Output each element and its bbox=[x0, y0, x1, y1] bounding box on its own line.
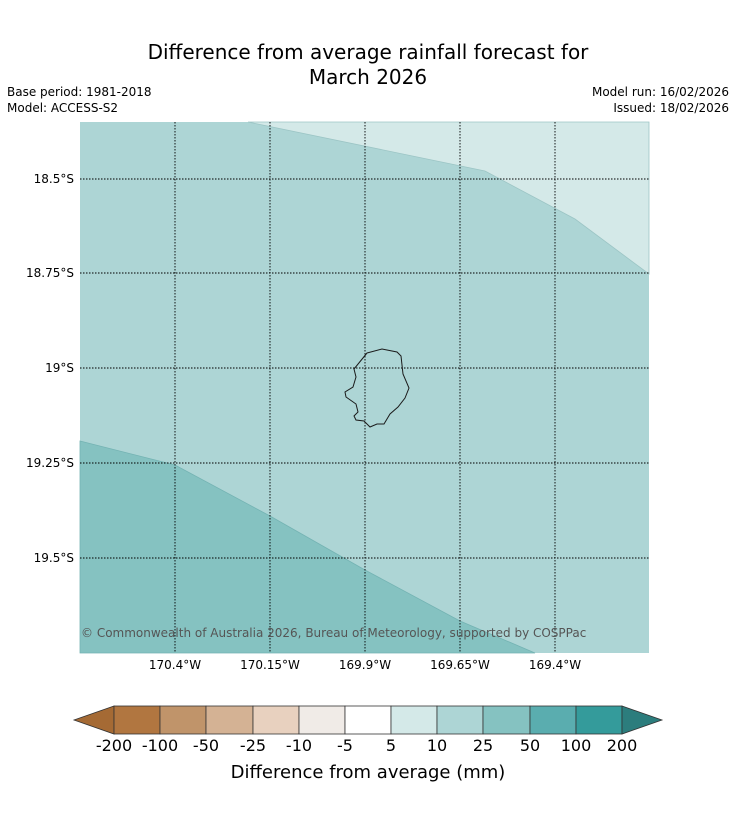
colorbar-tick-label: 10 bbox=[426, 736, 448, 755]
base-period-text: Base period: 1981-2018 bbox=[7, 85, 152, 99]
colorbar-tick-label: -10 bbox=[285, 736, 313, 755]
colorbar-swatch-3 bbox=[205, 705, 254, 735]
colorbar-swatch-5 bbox=[298, 705, 346, 735]
colorbar-tick-label: -50 bbox=[192, 736, 220, 755]
lat-label-18-75: 18.75°S bbox=[26, 266, 74, 280]
colorbar-tick-label: 100 bbox=[560, 736, 592, 755]
model-run-text: Model run: 16/02/2026 bbox=[591, 85, 729, 99]
chart-title-line2: March 2026 bbox=[308, 65, 428, 89]
meta-left: Base period: 1981-2018 Model: ACCESS-S2 bbox=[7, 84, 152, 116]
region-25-50mm bbox=[79, 440, 536, 654]
lon-label-170-15: 170.15°W bbox=[240, 658, 300, 672]
colorbar-swatch-7 bbox=[390, 705, 438, 735]
colorbar-tick-label: -200 bbox=[95, 736, 133, 755]
colorbar-label: Difference from average (mm) bbox=[230, 762, 506, 783]
island-coastline bbox=[344, 348, 410, 428]
colorbar bbox=[72, 705, 664, 735]
meta-right: Model run: 16/02/2026 Issued: 18/02/2026 bbox=[592, 84, 729, 116]
colorbar-tick-label: -100 bbox=[141, 736, 179, 755]
lat-label-18-5: 18.5°S bbox=[33, 172, 74, 186]
lat-label-19-5: 19.5°S bbox=[33, 551, 74, 565]
lon-label-169-65: 169.65°W bbox=[430, 658, 490, 672]
colorbar-swatch-6 bbox=[344, 705, 392, 735]
lat-label-19-25: 19.25°S bbox=[26, 456, 74, 470]
colorbar-extend-low bbox=[72, 705, 115, 735]
lon-label-170-4: 170.4°W bbox=[148, 658, 202, 672]
colorbar-tick-label: 25 bbox=[472, 736, 494, 755]
colorbar-swatch-1 bbox=[113, 705, 161, 735]
colorbar-swatch-2 bbox=[159, 705, 207, 735]
colorbar-tick-label: -25 bbox=[239, 736, 267, 755]
copyright-notice: © Commonwealth of Australia 2026, Bureau… bbox=[81, 626, 587, 640]
gridlines bbox=[80, 122, 649, 653]
chart-title-line1: Difference from average rainfall forecas… bbox=[147, 40, 589, 64]
colorbar-swatch-4 bbox=[252, 705, 300, 735]
lat-label-19: 19°S bbox=[45, 361, 74, 375]
lon-label-169-9: 169.9°W bbox=[338, 658, 392, 672]
colorbar-tick-label: -5 bbox=[337, 736, 353, 755]
colorbar-swatch-9 bbox=[482, 705, 531, 735]
model-text: Model: ACCESS-S2 bbox=[7, 101, 119, 115]
colorbar-swatch-8 bbox=[436, 705, 484, 735]
lon-label-169-4: 169.4°W bbox=[528, 658, 582, 672]
region-5-10mm bbox=[247, 121, 650, 275]
map-panel bbox=[79, 121, 650, 654]
colorbar-tick-label: 5 bbox=[385, 736, 397, 755]
colorbar-swatch-11 bbox=[575, 705, 623, 735]
colorbar-tick-label: 50 bbox=[519, 736, 541, 755]
colorbar-swatch-10 bbox=[529, 705, 577, 735]
colorbar-extend-high bbox=[621, 705, 664, 735]
colorbar-tick-label: 200 bbox=[606, 736, 638, 755]
issued-text: Issued: 18/02/2026 bbox=[613, 101, 729, 115]
